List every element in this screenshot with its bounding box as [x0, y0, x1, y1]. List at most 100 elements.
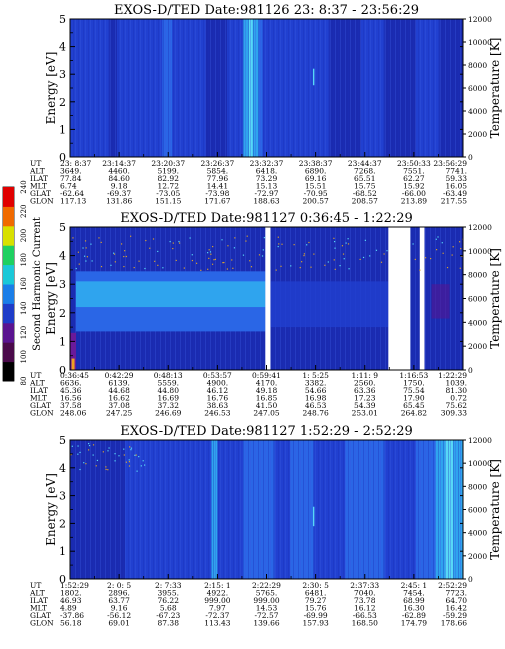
panel-title: EXOS-D/TED Date:981127 0:36:45 - 1:22:29 [120, 211, 413, 226]
data-gap [419, 227, 425, 370]
table-cell: 7040. [354, 589, 375, 598]
table-cell: 23:56:29 [433, 159, 467, 168]
y-tick-label: 5 [59, 221, 66, 234]
table-cell: 1802. [60, 589, 81, 598]
table-cell: 7723. [446, 589, 467, 598]
table-cell: -62.89 [402, 611, 426, 620]
speckle [430, 257, 432, 260]
y2-axis-label: Temperature [K] [488, 459, 502, 560]
speckle [178, 240, 180, 243]
table-cell: 15.13 [256, 182, 278, 191]
table-cell: 6.74 [60, 182, 77, 191]
table-cell: 5854. [207, 167, 228, 176]
speckle [113, 253, 116, 255]
speckle [107, 469, 109, 471]
spectrum-texture [70, 440, 463, 579]
table-cell: 9.18 [111, 182, 128, 191]
speckle [86, 256, 88, 258]
speckle [154, 260, 156, 262]
y-tick-label: 2 [59, 96, 66, 109]
y2-tick-label: 4000 [468, 529, 487, 538]
colorbar-segment [3, 225, 14, 246]
table-cell: 217.55 [441, 197, 467, 206]
y2-tick-label: 6000 [468, 506, 487, 515]
table-cell: 15.76 [305, 604, 327, 613]
table-cell: 7.97 [209, 604, 226, 613]
speckle [85, 260, 87, 262]
y2-tick-label: 2000 [468, 130, 487, 139]
speckle [334, 268, 336, 270]
table-cell: 14.41 [207, 182, 228, 191]
speckle [334, 247, 336, 249]
speckle [90, 243, 92, 245]
speckle [375, 249, 378, 251]
table-cell: 4.89 [60, 604, 77, 613]
y-tick-label: 3 [59, 68, 66, 81]
table-cell: 188.63 [253, 197, 279, 206]
table-row-label: GLON [30, 619, 54, 628]
speckle [290, 265, 292, 267]
table-cell: -69.99 [304, 611, 328, 620]
y-tick-label: 0 [59, 364, 66, 377]
table-cell: 3955. [158, 589, 179, 598]
speckle [71, 445, 73, 447]
speckle [245, 240, 247, 242]
speckle [208, 249, 210, 251]
table-cell: 174.79 [401, 619, 427, 628]
y2-tick-label: 12000 [468, 436, 492, 445]
speckle [303, 253, 306, 255]
speckle [142, 460, 144, 462]
speckle [88, 444, 91, 447]
table-cell: 7551. [403, 167, 424, 176]
speckle [79, 468, 81, 471]
speckle [88, 442, 90, 445]
speckle [250, 266, 253, 268]
y-tick-label: 3 [59, 490, 66, 503]
table-cell: 12.72 [158, 182, 180, 191]
table-cell: 2:22:29 [252, 581, 281, 590]
table-cell: 46.53 [305, 401, 327, 410]
table-cell: 139.66 [253, 619, 279, 628]
speckle [437, 236, 439, 238]
y2-tick-label: 4000 [468, 107, 487, 116]
colorbar-segment [3, 187, 14, 207]
table-cell: 0:48:13 [154, 371, 183, 380]
speckle [91, 260, 93, 262]
panel-title: EXOS-D/TED Date:981126 23: 8:37 - 23:56:… [114, 3, 419, 18]
speckle [414, 258, 416, 261]
table-cell: 168.50 [352, 619, 378, 628]
table-cell: 56.18 [60, 619, 82, 628]
table-cell: 63.77 [108, 596, 130, 605]
speckle [175, 259, 177, 262]
speckle [79, 451, 81, 454]
colorbar-label: Second Harmonic Current [32, 217, 43, 351]
speckle [262, 249, 264, 251]
speckle [207, 252, 209, 254]
speckle [92, 454, 94, 456]
colorbar-tick-label: 240 [20, 180, 28, 193]
y2-tick-label: 10000 [468, 459, 492, 468]
speckle [98, 237, 100, 239]
speckle [124, 250, 126, 252]
table-cell: 5559. [158, 379, 179, 388]
table-cell: 3649. [60, 167, 81, 176]
colorbar-tick-label: 160 [20, 277, 28, 290]
speckle [310, 266, 312, 268]
table-cell: 999.00 [204, 596, 230, 605]
table-cell: 2:37:33 [350, 581, 379, 590]
table-cell: 247.05 [253, 409, 279, 418]
low-energy-hotspot [71, 358, 75, 370]
table-cell: 1: 5:25 [302, 371, 329, 380]
table-cell: 213.89 [401, 197, 427, 206]
speckle [83, 255, 86, 257]
y2-tick-label: 12000 [468, 15, 492, 24]
speckle [133, 266, 135, 269]
speckle [348, 268, 350, 270]
colorbar-segment [3, 303, 14, 324]
table-cell: 45.36 [60, 386, 82, 395]
right-patch [431, 284, 450, 319]
data-gap [388, 227, 411, 370]
table-cell: 54.39 [354, 401, 376, 410]
speckle [100, 241, 102, 244]
